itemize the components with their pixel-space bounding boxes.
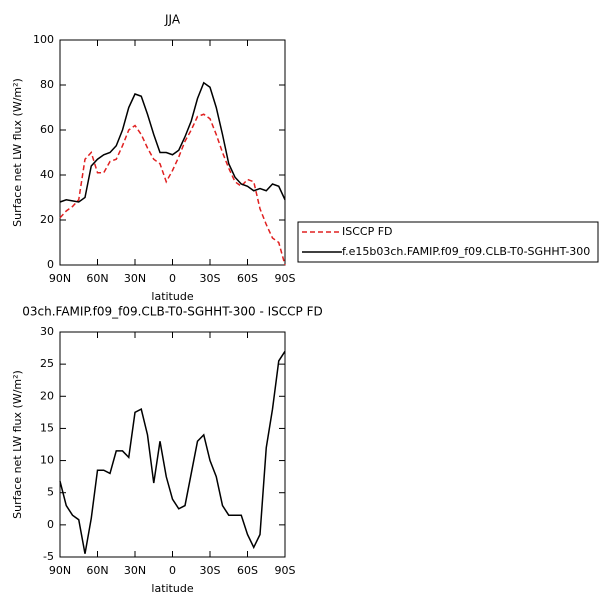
- y-tick-label: 20: [40, 213, 54, 226]
- x-tick-label: 60S: [237, 272, 258, 285]
- plot-frame: [59, 331, 286, 558]
- x-tick-label: 90S: [275, 272, 296, 285]
- y-tick-label: 25: [40, 357, 54, 370]
- data-line: [59, 350, 286, 554]
- x-tick-label: 90S: [275, 564, 296, 577]
- y-tick-label: 80: [40, 78, 54, 91]
- y-axis-label: Surface net LW flux (W/m²): [11, 78, 24, 227]
- plot-frame: [59, 39, 286, 266]
- x-tick-label: 60S: [237, 564, 258, 577]
- x-tick-label: 60N: [86, 564, 108, 577]
- y-tick-label: 30: [40, 325, 54, 338]
- chart-title: 03ch.FAMIP.f09_f09.CLB-T0-SGHHT-300 - IS…: [22, 305, 323, 319]
- y-tick-label: 0: [47, 518, 54, 531]
- x-tick-label: 30S: [200, 564, 221, 577]
- x-tick-label: 90N: [49, 272, 71, 285]
- data-line: [59, 113, 286, 266]
- y-tick-label: 15: [40, 421, 54, 434]
- x-tick-label: 30N: [124, 564, 146, 577]
- x-tick-label: 90N: [49, 564, 71, 577]
- chart-title: JJA: [164, 13, 181, 27]
- y-tick-label: 60: [40, 123, 54, 136]
- y-tick-label: 100: [33, 33, 54, 46]
- y-tick-label: 20: [40, 389, 54, 402]
- x-tick-label: 30S: [200, 272, 221, 285]
- data-line: [59, 81, 286, 203]
- legend-label: ISCCP FD: [342, 225, 393, 238]
- x-tick-label: 30N: [124, 272, 146, 285]
- legend-label: f.e15b03ch.FAMIP.f09_f09.CLB-T0-SGHHT-30…: [342, 245, 590, 258]
- y-axis-label: Surface net LW flux (W/m²): [11, 370, 24, 519]
- y-tick-label: 10: [40, 454, 54, 467]
- x-tick-label: 0: [169, 272, 176, 285]
- x-axis-label: latitude: [151, 290, 193, 303]
- x-tick-label: 0: [169, 564, 176, 577]
- y-tick-label: 5: [47, 486, 54, 499]
- x-axis-label: latitude: [151, 582, 193, 595]
- legend-box: [297, 221, 599, 263]
- y-tick-label: -5: [43, 550, 54, 563]
- x-tick-label: 60N: [86, 272, 108, 285]
- y-tick-label: 40: [40, 168, 54, 181]
- y-tick-label: 0: [47, 258, 54, 271]
